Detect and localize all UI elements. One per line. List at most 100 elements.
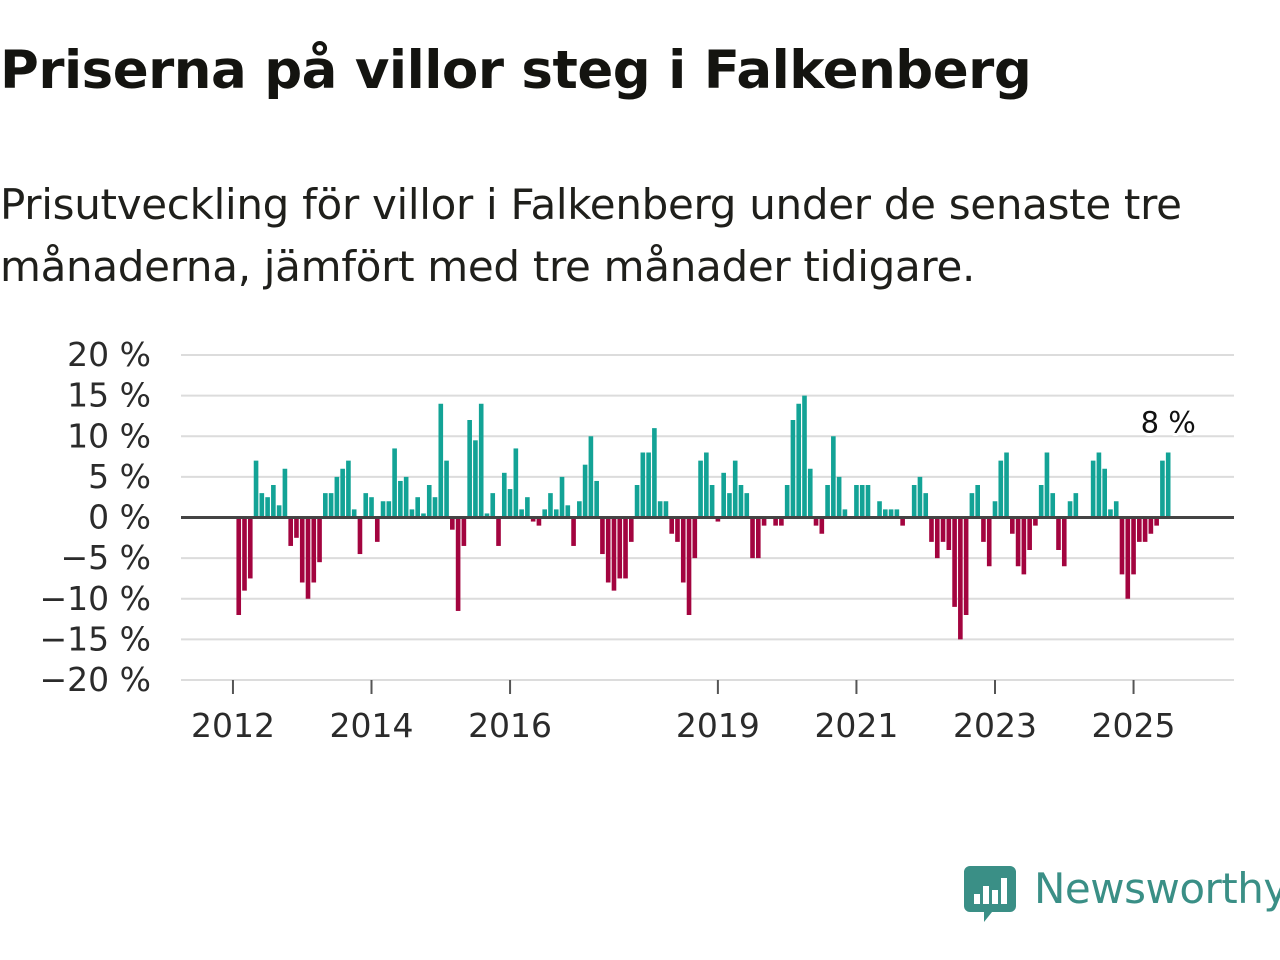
bar <box>715 517 721 522</box>
y-tick-label: −5 % <box>61 538 152 577</box>
bar <box>628 517 634 542</box>
bar <box>1010 517 1015 534</box>
x-tick-label: 2021 <box>814 706 898 745</box>
x-tick-label: 2019 <box>676 706 760 745</box>
bar <box>421 513 426 518</box>
bar <box>242 517 247 591</box>
bar <box>946 517 952 550</box>
bar <box>744 493 750 518</box>
bar <box>374 517 380 542</box>
y-tick-label: 0 % <box>88 498 151 537</box>
bar <box>986 517 992 567</box>
bar <box>663 501 669 518</box>
bar <box>478 403 484 518</box>
bar <box>1119 517 1125 575</box>
bar <box>288 517 293 546</box>
bar <box>542 509 548 518</box>
bar <box>1125 517 1131 599</box>
bar <box>646 452 651 518</box>
last-value-annotation: 8 % <box>1141 406 1196 440</box>
bar <box>732 460 738 518</box>
bar <box>750 517 755 559</box>
bar <box>704 452 709 518</box>
bar <box>1027 517 1032 550</box>
bar <box>519 509 524 518</box>
bar <box>1044 452 1050 518</box>
bar <box>755 517 761 559</box>
bar <box>577 501 582 518</box>
annotation-halo: 8 % <box>1141 406 1196 440</box>
bar <box>963 517 969 615</box>
bar <box>761 517 767 526</box>
bar <box>657 501 663 518</box>
bar <box>790 420 796 518</box>
y-tick-label: −20 % <box>40 660 152 699</box>
bar <box>496 517 501 546</box>
bar <box>484 513 490 518</box>
bar <box>265 497 270 518</box>
bar <box>1033 517 1038 526</box>
bar <box>311 517 317 583</box>
y-axis-ticks: 20 %15 %10 %5 %0 %−5 %−10 %−15 %−20 % <box>40 335 152 699</box>
bar <box>952 517 957 607</box>
bar <box>877 501 882 518</box>
bar <box>727 493 732 518</box>
bar <box>992 501 998 518</box>
bar <box>981 517 986 542</box>
bar <box>894 509 900 518</box>
bar <box>1073 493 1079 518</box>
bar <box>323 493 328 518</box>
bar <box>282 468 288 518</box>
x-tick-label: 2014 <box>330 706 414 745</box>
bar <box>623 517 628 579</box>
bar <box>911 485 917 518</box>
bar <box>698 460 703 518</box>
bar <box>1096 452 1102 518</box>
bar <box>305 517 311 599</box>
bar <box>929 517 934 542</box>
bar <box>357 517 363 555</box>
bar <box>455 517 461 611</box>
bar <box>1038 485 1044 518</box>
bar <box>888 509 894 518</box>
bar <box>784 485 790 518</box>
bar <box>553 509 559 518</box>
bar <box>883 509 888 518</box>
bar <box>802 395 807 518</box>
bar <box>692 517 698 559</box>
bar <box>634 485 640 518</box>
newsworthy-logo-icon <box>964 866 1016 922</box>
bar <box>1160 460 1165 518</box>
bar <box>617 517 623 579</box>
x-tick-label: 2016 <box>468 706 552 745</box>
bar <box>409 509 415 518</box>
bar <box>369 497 374 518</box>
bar <box>594 480 599 518</box>
bar <box>565 505 571 518</box>
bar <box>432 497 438 518</box>
bar <box>259 493 265 518</box>
bar <box>998 460 1004 518</box>
bar <box>392 448 397 518</box>
bar <box>934 517 940 559</box>
bar <box>686 517 692 615</box>
bar <box>900 517 905 526</box>
bar <box>1113 501 1119 518</box>
bar <box>807 468 813 518</box>
bar <box>403 476 409 518</box>
bar <box>501 472 507 518</box>
bar <box>1131 517 1136 575</box>
y-tick-label: 20 % <box>67 335 151 374</box>
bar <box>351 509 357 518</box>
bar <box>340 468 345 518</box>
bar <box>680 517 686 583</box>
bar <box>940 517 946 542</box>
annotations: 8 %8 % <box>1138 403 1199 443</box>
bar <box>334 476 340 518</box>
bar <box>363 493 369 518</box>
bar <box>328 493 334 518</box>
bar <box>796 403 802 518</box>
bar <box>513 448 519 518</box>
bar <box>779 517 784 526</box>
bar <box>709 485 715 518</box>
